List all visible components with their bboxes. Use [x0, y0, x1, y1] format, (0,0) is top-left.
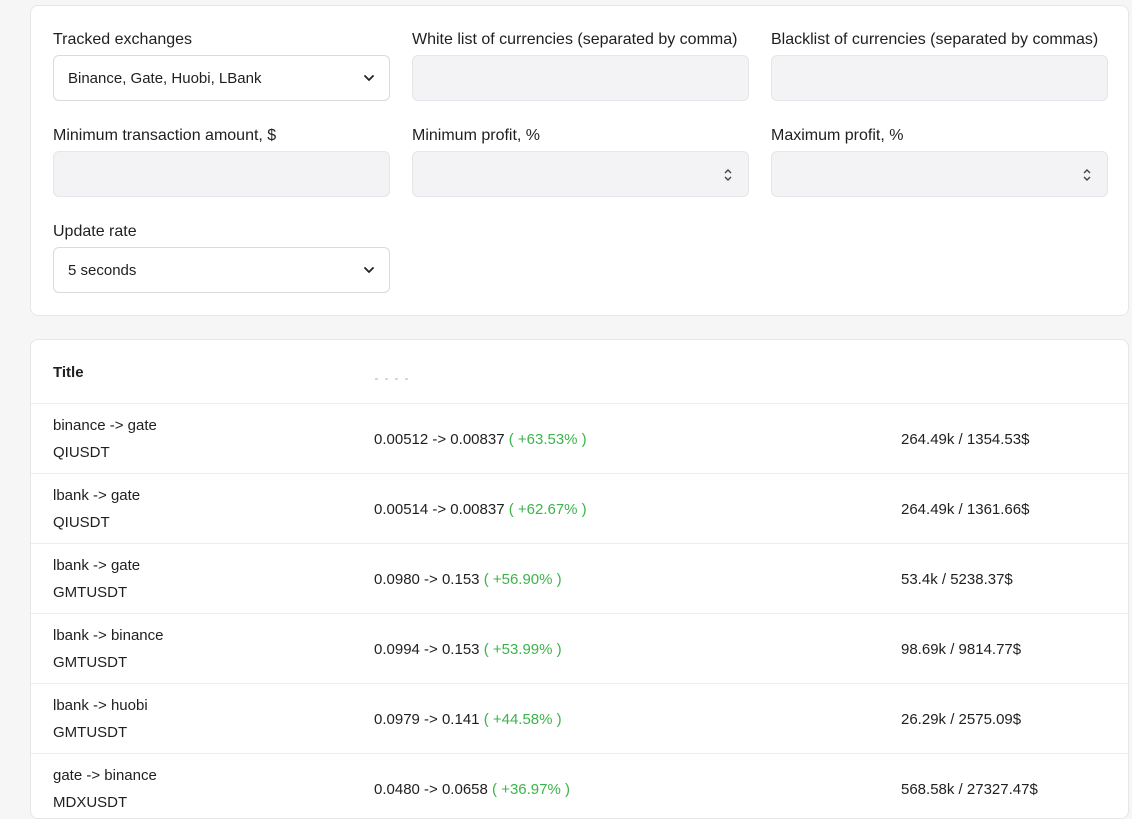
table-header: Title	[31, 340, 1128, 404]
tracked-exchanges-value: Binance, Gate, Huobi, LBank	[68, 69, 262, 87]
row-profit: ( +53.99% )	[483, 641, 562, 658]
column-header-title[interactable]: Title	[53, 364, 84, 381]
tracked-exchanges-label: Tracked exchanges	[53, 31, 193, 48]
max-profit-input[interactable]	[771, 151, 1108, 197]
row-profit: ( +56.90% )	[483, 571, 562, 588]
chevron-down-icon	[363, 264, 375, 276]
row-price-range: 0.0994 -> 0.153	[374, 641, 480, 658]
row-route: lbank -> gate	[53, 557, 141, 574]
table-row[interactable]: gate -> binance MDXUSDT 0.0480 -> 0.0658…	[31, 754, 1128, 818]
row-price: 0.0994 -> 0.153 ( +53.99% )	[374, 640, 562, 660]
column-header-divider	[375, 378, 411, 380]
row-pair: QIUSDT	[53, 514, 110, 531]
results-table: Title binance -> gate QIUSDT 0.00512 -> …	[30, 339, 1129, 819]
row-price: 0.0480 -> 0.0658 ( +36.97% )	[374, 780, 570, 800]
row-route: lbank -> binance	[53, 627, 164, 644]
row-volume: 98.69k / 9814.77$	[901, 641, 1022, 658]
min-profit-label: Minimum profit, %	[412, 127, 541, 144]
table-row[interactable]: lbank -> gate GMTUSDT 0.0980 -> 0.153 ( …	[31, 544, 1128, 614]
row-route: binance -> gate	[53, 417, 157, 434]
row-volume: 264.49k / 1361.66$	[901, 501, 1030, 518]
row-pair: GMTUSDT	[53, 584, 128, 601]
table-row[interactable]: lbank -> binance GMTUSDT 0.0994 -> 0.153…	[31, 614, 1128, 684]
row-volume: 264.49k / 1354.53$	[901, 431, 1030, 448]
row-pair: MDXUSDT	[53, 794, 128, 811]
row-pair: GMTUSDT	[53, 724, 128, 741]
row-route: lbank -> huobi	[53, 697, 148, 714]
table-row[interactable]: binance -> gate QIUSDT 0.00512 -> 0.0083…	[31, 404, 1128, 474]
row-price: 0.00514 -> 0.00837 ( +62.67% )	[374, 500, 587, 520]
row-profit: ( +62.67% )	[508, 501, 587, 518]
table-row[interactable]: lbank -> gate QIUSDT 0.00514 -> 0.00837 …	[31, 474, 1128, 544]
blacklist-label: Blacklist of currencies (separated by co…	[771, 31, 1099, 48]
row-price-range: 0.0980 -> 0.153	[374, 571, 480, 588]
tracked-exchanges-select[interactable]: Binance, Gate, Huobi, LBank	[53, 55, 390, 101]
row-price: 0.0980 -> 0.153 ( +56.90% )	[374, 570, 562, 590]
row-pair: GMTUSDT	[53, 654, 128, 671]
update-rate-value: 5 seconds	[68, 261, 137, 279]
row-route: gate -> binance	[53, 767, 157, 784]
row-price: 0.0979 -> 0.141 ( +44.58% )	[374, 710, 562, 730]
min-profit-input[interactable]	[412, 151, 749, 197]
row-price-range: 0.0979 -> 0.141	[374, 711, 480, 728]
row-price-range: 0.00514 -> 0.00837	[374, 501, 505, 518]
row-volume: 568.58k / 27327.47$	[901, 781, 1038, 798]
row-profit: ( +63.53% )	[508, 431, 587, 448]
row-profit: ( +36.97% )	[492, 781, 570, 798]
row-price-range: 0.00512 -> 0.00837	[374, 431, 505, 448]
blacklist-input[interactable]	[771, 55, 1108, 101]
min-amount-input[interactable]	[53, 151, 390, 197]
row-route: lbank -> gate	[53, 487, 141, 504]
filters-panel: Tracked exchanges Binance, Gate, Huobi, …	[30, 5, 1129, 316]
row-price-range: 0.0480 -> 0.0658	[374, 781, 488, 798]
spinner-icon[interactable]	[1081, 165, 1093, 185]
whitelist-label: White list of currencies (separated by c…	[412, 31, 738, 48]
table-row[interactable]: lbank -> huobi GMTUSDT 0.0979 -> 0.141 (…	[31, 684, 1128, 754]
whitelist-input[interactable]	[412, 55, 749, 101]
row-profit: ( +44.58% )	[483, 711, 562, 728]
row-volume: 53.4k / 5238.37$	[901, 571, 1013, 588]
row-price: 0.00512 -> 0.00837 ( +63.53% )	[374, 430, 587, 450]
update-rate-label: Update rate	[53, 223, 137, 240]
max-profit-label: Maximum profit, %	[771, 127, 904, 144]
chevron-down-icon	[363, 72, 375, 84]
row-volume: 26.29k / 2575.09$	[901, 711, 1022, 728]
update-rate-select[interactable]: 5 seconds	[53, 247, 390, 293]
row-pair: QIUSDT	[53, 444, 110, 461]
min-amount-label: Minimum transaction amount, $	[53, 127, 277, 144]
spinner-icon[interactable]	[722, 165, 734, 185]
